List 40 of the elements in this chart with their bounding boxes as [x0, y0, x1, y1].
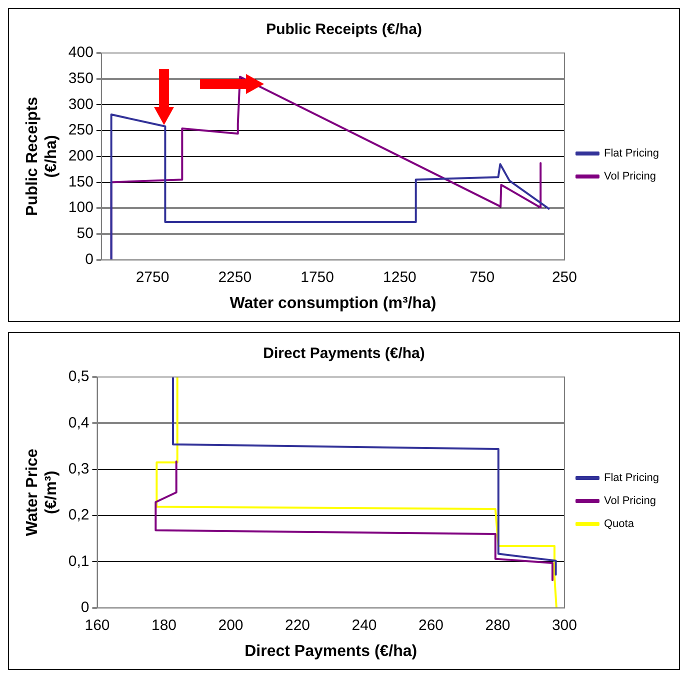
- y-tick-label: 0: [80, 598, 90, 616]
- x-tick-label: 300: [552, 616, 577, 634]
- x-tick-label: 200: [218, 616, 244, 634]
- y-tick-label: 0,5: [68, 368, 90, 386]
- x-tick-label: 240: [352, 616, 377, 634]
- y-tick-label: 300: [68, 96, 94, 113]
- y-tick-label: 150: [68, 173, 94, 190]
- x-tick-label: 280: [485, 616, 510, 634]
- x-tick-label: 220: [284, 616, 310, 634]
- x-tick-label: 180: [151, 616, 177, 634]
- legend-label: Quota: [604, 518, 635, 530]
- x-tick-label: 250: [552, 268, 577, 286]
- x-tick-label: 1750: [300, 268, 334, 286]
- x-tick-label: 2750: [136, 268, 170, 286]
- y-tick-label: 0,3: [68, 460, 90, 478]
- legend-label: Vol Pricing: [604, 170, 656, 183]
- y-tick-label: 400: [68, 44, 94, 62]
- y-tick-label: 0,1: [68, 552, 90, 570]
- chart-title: Public Receipts (€/ha): [266, 21, 422, 38]
- x-axis-title: Direct Payments (€/ha): [244, 642, 418, 660]
- x-tick-label: 160: [84, 616, 110, 634]
- x-tick-label: 750: [470, 268, 495, 286]
- y-tick-label: 200: [68, 148, 94, 165]
- y-axis-title: Public Receipts (€/ha): [24, 96, 60, 216]
- y-tick-label: 0,2: [68, 506, 90, 524]
- y-tick-label: 50: [76, 225, 94, 242]
- x-tick-label: 1250: [383, 268, 416, 286]
- legend-label: Vol Pricing: [604, 495, 656, 508]
- y-tick-label: 0,4: [68, 414, 90, 432]
- legend-label: Flat Pricing: [604, 472, 660, 484]
- x-tick-label: 2250: [218, 268, 252, 286]
- y-tick-label: 100: [68, 199, 94, 216]
- y-tick-label: 0: [85, 250, 94, 268]
- chart-title: Direct Payments (€/ha): [263, 345, 425, 362]
- legend-label: Flat Pricing: [604, 148, 660, 160]
- x-tick-label: 260: [418, 616, 444, 634]
- y-axis-title: Water Price (€/m³): [24, 448, 60, 536]
- y-tick-label: 350: [68, 70, 94, 87]
- y-tick-label: 250: [68, 122, 94, 139]
- x-axis-title: Water consumption (m³/ha): [230, 294, 436, 312]
